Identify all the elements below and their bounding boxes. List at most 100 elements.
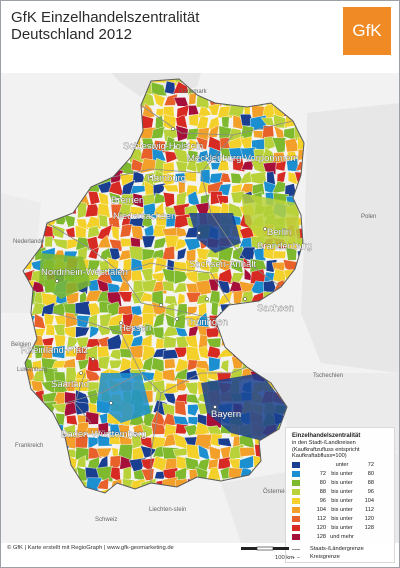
district-cell [108, 359, 124, 369]
district-cell [286, 158, 300, 172]
district-cell [216, 194, 229, 205]
legend-from: 112 [317, 516, 326, 522]
legend-row: 72 bis unter 80 [292, 471, 390, 479]
legend-row: unter 72 [292, 462, 390, 470]
district-cell [164, 358, 176, 370]
state-label-bayern: Bayern [211, 409, 241, 420]
neighbor-label-netherlands: Nederlande [13, 239, 45, 245]
neighbor-label-czechia: Tschechien [313, 373, 343, 379]
legend-line-label: Kreisgrenze [310, 554, 340, 560]
city-marker [119, 321, 123, 325]
map-title-line2: Deutschland 2012 [11, 26, 132, 43]
district-cell [129, 206, 146, 216]
legend-word: bis unter [331, 489, 353, 495]
district-cell [119, 224, 133, 238]
district-cell [41, 344, 53, 359]
district-cell [51, 345, 66, 359]
scale-segment [241, 547, 257, 550]
state-label-baden-wuerttemberg: Baden-Württemberg [61, 429, 147, 440]
district-cell [174, 400, 187, 416]
state-label-mecklenburg-vorpommern: Mecklenburg-Vorpommern [187, 153, 299, 164]
city-marker [109, 401, 113, 405]
district-cell [142, 355, 154, 372]
neighbor-label-austria: Österreich [263, 488, 291, 495]
district-cell [177, 247, 187, 261]
district-cell [63, 214, 76, 228]
district-cell [172, 282, 187, 294]
district-cell [150, 81, 168, 97]
district-cell [187, 403, 201, 417]
district-cell [230, 191, 245, 204]
district-cell [41, 337, 55, 347]
legend-to: 112 [365, 507, 374, 513]
district-cell [196, 248, 212, 262]
district-cell [184, 382, 199, 395]
legend-from: 128 [316, 534, 326, 540]
neighbor-label-denmark: Dänemark [179, 89, 208, 95]
district-cell [208, 356, 221, 373]
state-label-bremen: Bremen [111, 195, 144, 206]
district-cell [44, 236, 53, 248]
legend-to: 96 [367, 489, 374, 495]
legend-to: 120 [364, 516, 374, 522]
district-region [97, 373, 151, 423]
city-marker [55, 279, 59, 283]
district-cell [151, 126, 166, 139]
district-cell [129, 313, 144, 329]
city-marker [205, 297, 209, 301]
legend-word: bis unter [331, 507, 353, 513]
district-cell [45, 324, 56, 336]
district-cell [176, 303, 188, 317]
scale-segment [256, 546, 274, 551]
district-cell [118, 305, 133, 316]
legend-row: 120 bis unter 128 [292, 525, 390, 533]
district-cell [216, 290, 234, 307]
country-border [22, 78, 305, 494]
district-cell [271, 137, 287, 153]
district-cell [185, 444, 201, 460]
state-borders [46, 104, 294, 483]
district-cell [98, 214, 109, 228]
district-cell [162, 192, 175, 208]
district-cell [75, 433, 89, 449]
state-label-saarland: Saarland [51, 379, 89, 390]
city-marker [133, 433, 137, 437]
legend-from: 104 [316, 507, 326, 513]
city-dots [55, 127, 267, 437]
district-cell [239, 447, 256, 457]
legend-from: 72 [319, 471, 326, 477]
district-cell [163, 93, 178, 106]
district-cell [97, 422, 109, 435]
legend-from: 120 [316, 525, 326, 531]
district-region [39, 253, 91, 299]
district-cell [151, 148, 167, 162]
district-cell [129, 217, 146, 228]
district-cell [152, 312, 165, 329]
district-cell [173, 313, 186, 329]
district-cell [271, 180, 286, 194]
district-cell [117, 291, 133, 303]
district-cell [162, 281, 175, 292]
district-cell [66, 414, 78, 426]
district-cell [184, 170, 197, 183]
legend-to: 80 [367, 471, 374, 477]
district-cell [97, 191, 109, 206]
district-cell [87, 246, 100, 260]
state-label-hessen: Hessen [119, 323, 151, 334]
legend-word: und mehr [330, 534, 354, 540]
district-cell [118, 280, 130, 292]
city-marker [197, 231, 201, 235]
germany-map: Dänemark Nederlande Polen Belgien Luxemb… [1, 73, 399, 543]
map-title: GfK Einzelhandelszentralität Deutschland… [11, 9, 199, 43]
state-label-brandenburg: Brandenburg [257, 241, 312, 252]
district-cell [195, 136, 209, 150]
legend-note: (Kaufkraftzufluss entspricht Kaufkraftab… [292, 447, 360, 459]
city-marker [79, 371, 83, 375]
legend-swatch [292, 489, 300, 495]
legend-title: Einzelhandelszentralität [292, 433, 361, 439]
district-cell [207, 103, 221, 116]
legend-from: 88 [319, 489, 326, 495]
district-cell [86, 236, 100, 251]
district-cell [196, 150, 210, 163]
